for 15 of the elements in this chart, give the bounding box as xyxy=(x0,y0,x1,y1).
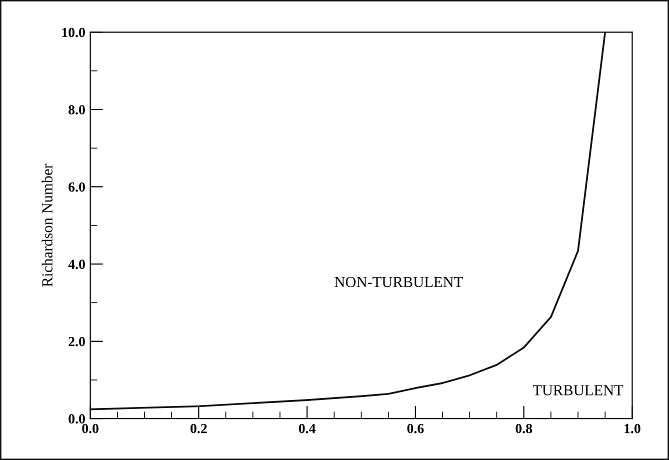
x-tick-label: 1.0 xyxy=(624,424,640,434)
y-tick-label: 2.0 xyxy=(68,336,85,346)
x-tick-label: 0.6 xyxy=(407,424,424,434)
annotation: TURBULENT xyxy=(532,385,624,396)
y-axis-title: Richardson Number xyxy=(42,164,52,287)
x-tick-label: 0.4 xyxy=(298,424,316,434)
y-tick-label: 4.0 xyxy=(68,260,85,270)
y-tick-label: 10.0 xyxy=(62,28,85,38)
y-tick-label: 8.0 xyxy=(68,105,85,114)
y-tick-label: 0.0 xyxy=(68,414,85,424)
x-tick-label: 0.8 xyxy=(516,424,532,434)
x-tick-label: 0.0 xyxy=(82,424,98,434)
x-tick-label: 0.2 xyxy=(190,424,207,434)
annotation: NON-TURBULENT xyxy=(334,276,463,288)
y-tick-label: 6.0 xyxy=(68,182,85,192)
